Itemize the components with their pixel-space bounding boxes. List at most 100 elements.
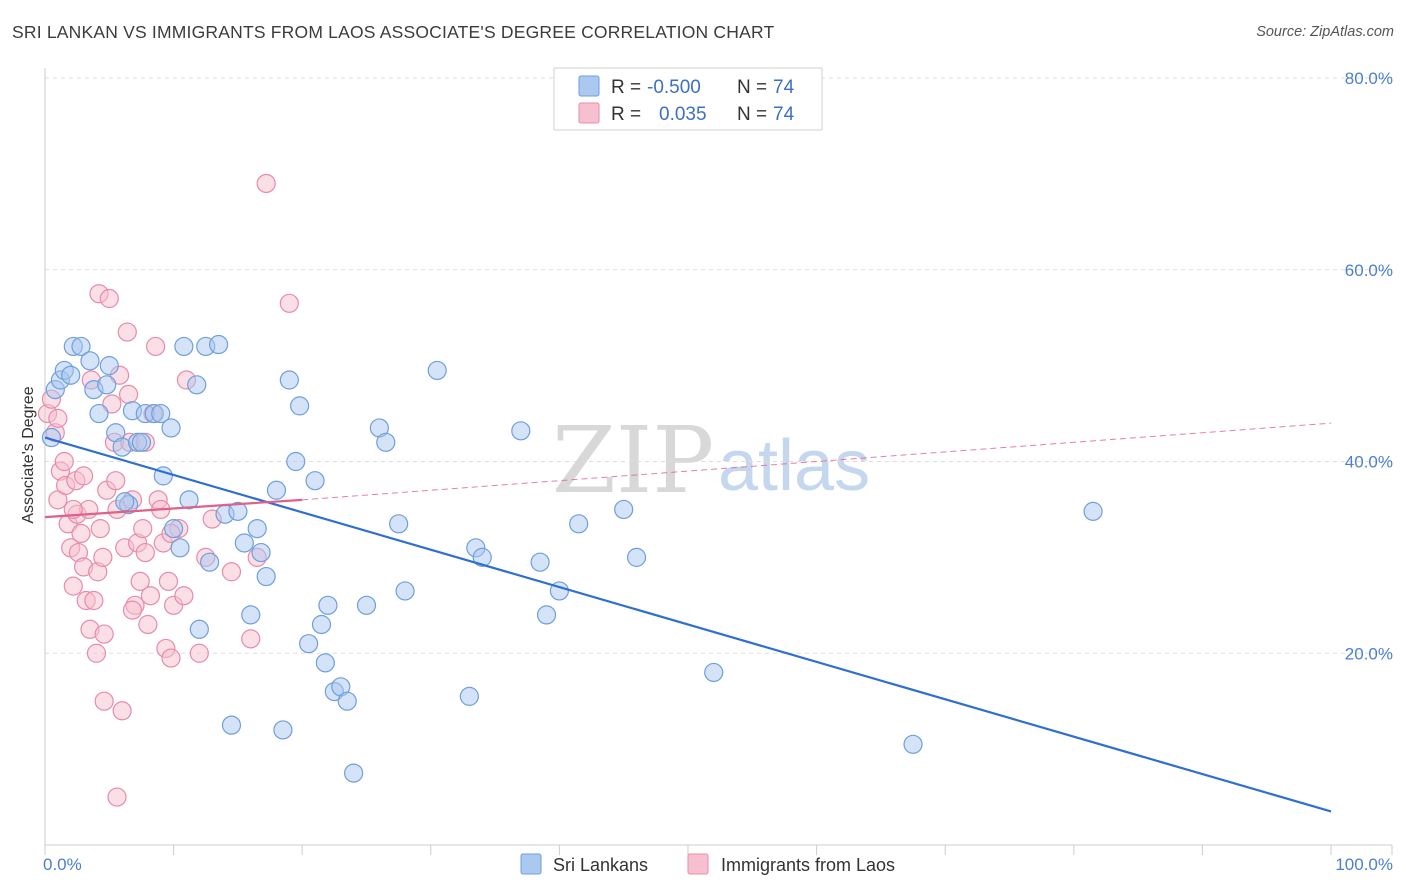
source-label: Source: ZipAtlas.com bbox=[1256, 24, 1394, 40]
sri-lankan-point bbox=[337, 691, 357, 711]
laos-points bbox=[37, 173, 299, 807]
sri-lankan-trend-line bbox=[44, 436, 1332, 813]
laos-point bbox=[86, 643, 107, 663]
sri-lankan-point bbox=[311, 614, 332, 635]
grid-lines bbox=[45, 77, 1392, 654]
bottom-legend-label-pink: Immigrants from Laos bbox=[721, 855, 895, 875]
sri-lankan-point bbox=[614, 499, 634, 520]
x-tick-label-start: 0.0% bbox=[43, 855, 82, 874]
sri-lankan-point bbox=[241, 605, 261, 625]
sri-lankan-point bbox=[318, 595, 338, 615]
sri-lankan-point bbox=[256, 566, 276, 587]
sri-lankan-point bbox=[170, 538, 190, 558]
sri-lankan-point bbox=[187, 375, 207, 395]
sri-lankan-point bbox=[228, 501, 248, 521]
sri-lankan-point bbox=[305, 471, 325, 491]
watermark-zip: ZIP bbox=[552, 407, 714, 514]
sri-lankan-point bbox=[903, 734, 923, 754]
sri-lankan-point bbox=[1083, 501, 1103, 521]
legend-n-value-2: 74 bbox=[773, 104, 795, 125]
laos-point bbox=[256, 173, 276, 194]
laos-point bbox=[130, 571, 150, 591]
sri-lankan-point bbox=[164, 519, 184, 539]
sri-lankan-point bbox=[536, 605, 557, 625]
x-tick-label-end: 100.0% bbox=[1335, 855, 1393, 874]
laos-point bbox=[102, 394, 122, 414]
laos-point bbox=[54, 451, 74, 472]
legend-r-label-1: R = bbox=[611, 77, 641, 98]
sri-lankan-point bbox=[279, 370, 299, 390]
bottom-legend-swatch-blue bbox=[520, 853, 542, 875]
y-tick-label: 20.0% bbox=[1345, 644, 1393, 663]
sri-lankan-point bbox=[459, 686, 479, 706]
sri-lankan-point bbox=[189, 619, 209, 639]
sri-lankan-point bbox=[530, 552, 550, 572]
sri-lankan-point bbox=[99, 356, 119, 376]
sri-lankan-point bbox=[472, 547, 492, 567]
legend-swatch-pink bbox=[578, 102, 600, 124]
laos-point bbox=[71, 523, 91, 544]
sri-lankan-point bbox=[344, 763, 364, 783]
sri-lankan-point bbox=[356, 595, 377, 615]
sri-lankan-point bbox=[511, 421, 531, 441]
sri-lankan-point bbox=[209, 334, 229, 355]
legend-n-label-2: N = bbox=[737, 104, 767, 125]
laos-point bbox=[63, 576, 83, 596]
y-tick-label: 40.0% bbox=[1345, 453, 1393, 472]
laos-point bbox=[118, 384, 139, 404]
sri-lankan-point bbox=[266, 480, 287, 500]
laos-point bbox=[189, 643, 209, 663]
laos-point bbox=[221, 562, 242, 582]
sri-lankan-point bbox=[395, 581, 415, 601]
laos-point bbox=[241, 629, 261, 649]
laos-point bbox=[158, 571, 179, 591]
laos-point bbox=[90, 519, 110, 539]
laos-point bbox=[145, 336, 166, 357]
sri-lankan-points bbox=[41, 334, 1103, 783]
sri-lankan-point bbox=[247, 519, 267, 539]
laos-point bbox=[174, 586, 194, 606]
laos-point bbox=[93, 547, 113, 567]
sri-lankan-point bbox=[569, 514, 589, 534]
bottom-legend: Sri Lankans Immigrants from Laos bbox=[520, 853, 895, 875]
legend-r-value-1: -0.500 bbox=[647, 77, 701, 98]
tick-labels: 20.0% 40.0% 60.0% 80.0% 0.0% 100.0% bbox=[43, 69, 1393, 874]
sri-lankan-point bbox=[234, 533, 254, 553]
sri-lankan-point bbox=[89, 403, 109, 424]
sri-lankan-point bbox=[299, 634, 319, 654]
sri-lankan-point bbox=[273, 720, 293, 740]
laos-point bbox=[107, 787, 127, 807]
y-tick-label: 80.0% bbox=[1345, 69, 1393, 88]
laos-point bbox=[140, 586, 161, 606]
legend-r-value-2: 0.035 bbox=[659, 104, 707, 125]
laos-point bbox=[112, 701, 132, 721]
laos-point bbox=[135, 542, 155, 563]
laos-point bbox=[133, 519, 153, 539]
sri-lankan-point bbox=[221, 715, 242, 735]
sri-lankan-point bbox=[151, 403, 171, 424]
watermark-atlas: atlas bbox=[718, 426, 870, 506]
chart-title: SRI LANKAN VS IMMIGRANTS FROM LAOS ASSOC… bbox=[12, 22, 775, 42]
legend-n-value-1: 74 bbox=[773, 77, 795, 98]
laos-point bbox=[138, 614, 158, 635]
laos-point bbox=[117, 322, 137, 342]
laos-point bbox=[84, 590, 104, 611]
sri-lankan-point bbox=[315, 653, 335, 673]
legend-r-label-2: R = bbox=[611, 104, 641, 125]
laos-point bbox=[94, 691, 114, 711]
sri-lankan-point bbox=[427, 360, 447, 381]
y-axis-title: Associate's Degree bbox=[20, 386, 37, 523]
sri-lankan-point bbox=[71, 336, 91, 357]
sri-lankan-point bbox=[131, 432, 152, 452]
y-tick-label: 60.0% bbox=[1345, 261, 1393, 280]
sri-lankan-point bbox=[286, 451, 306, 472]
laos-point bbox=[122, 600, 143, 620]
laos-point bbox=[48, 408, 68, 428]
laos-trend-line-solid bbox=[44, 498, 303, 519]
trend-lines bbox=[44, 422, 1332, 813]
laos-point bbox=[94, 624, 114, 644]
laos-point bbox=[279, 293, 299, 313]
laos-point bbox=[106, 471, 126, 491]
sri-lankan-point bbox=[41, 427, 62, 448]
sri-lankan-point bbox=[626, 547, 647, 567]
